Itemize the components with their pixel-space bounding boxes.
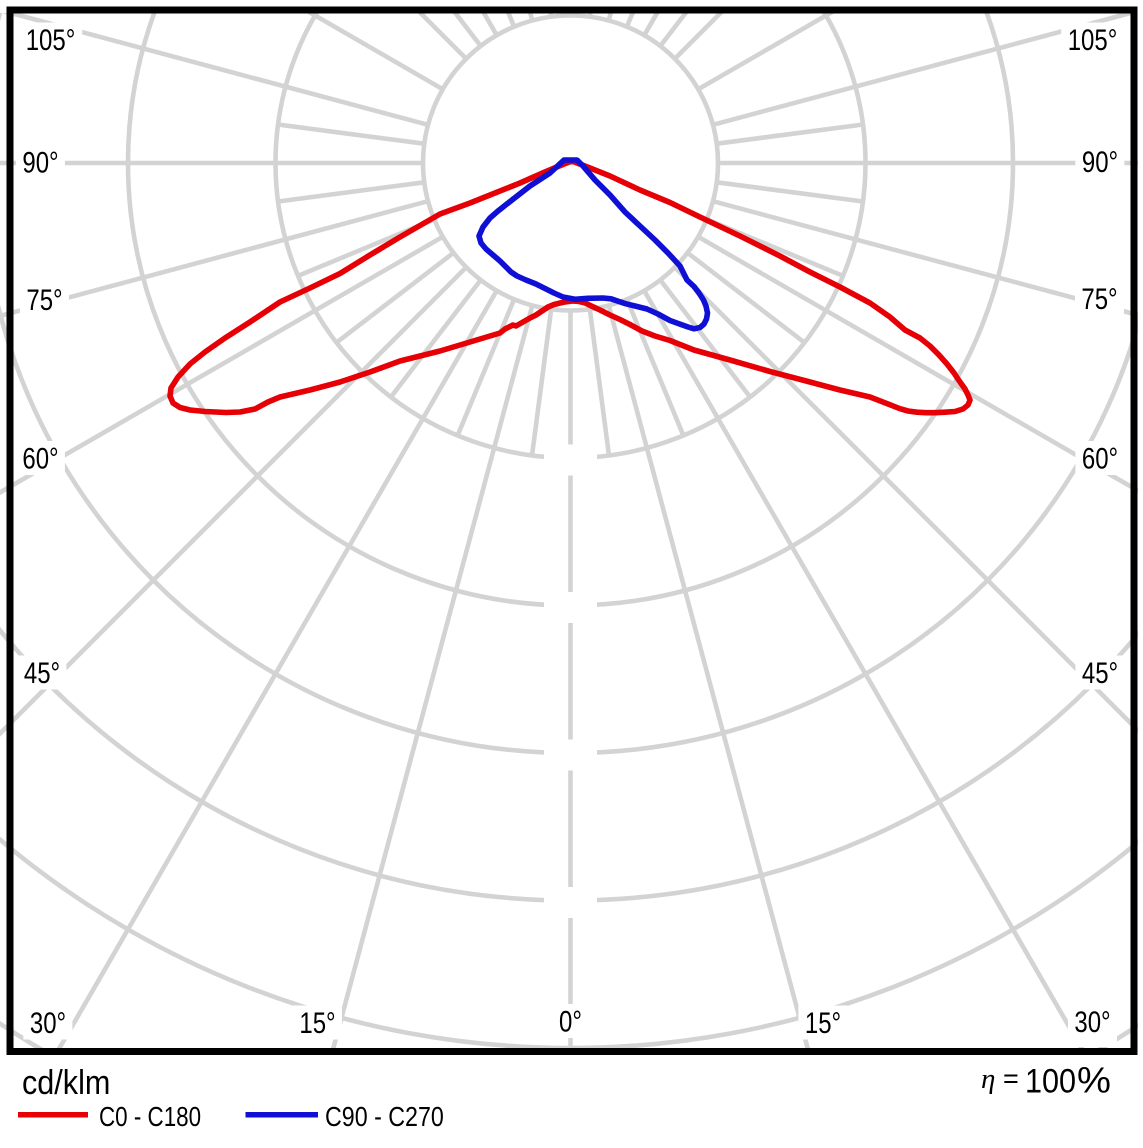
svg-text:90°: 90° [22, 145, 58, 179]
svg-text:100: 100 [1025, 1062, 1076, 1100]
svg-text:45°: 45° [24, 655, 60, 689]
svg-text:%: % [1077, 1060, 1111, 1101]
svg-text:105°: 105° [1068, 22, 1118, 56]
svg-text:0°: 0° [559, 1004, 582, 1038]
svg-text:75°: 75° [26, 282, 62, 316]
svg-text:30°: 30° [1074, 1004, 1110, 1038]
svg-text:C0 - C180: C0 - C180 [99, 1102, 201, 1133]
svg-text:η: η [981, 1063, 995, 1095]
svg-text:75°: 75° [1081, 281, 1117, 315]
svg-text:30°: 30° [30, 1005, 66, 1039]
svg-text:cd/klm: cd/klm [22, 1064, 110, 1102]
svg-text:60°: 60° [1082, 441, 1118, 475]
svg-text:=: = [1003, 1064, 1019, 1094]
svg-text:45°: 45° [1082, 655, 1118, 689]
svg-text:C90 - C270: C90 - C270 [325, 1102, 444, 1132]
svg-text:90°: 90° [1082, 144, 1118, 178]
svg-text:15°: 15° [805, 1005, 841, 1039]
svg-text:105°: 105° [26, 22, 76, 56]
svg-text:15°: 15° [299, 1005, 335, 1039]
svg-text:60°: 60° [22, 441, 58, 475]
